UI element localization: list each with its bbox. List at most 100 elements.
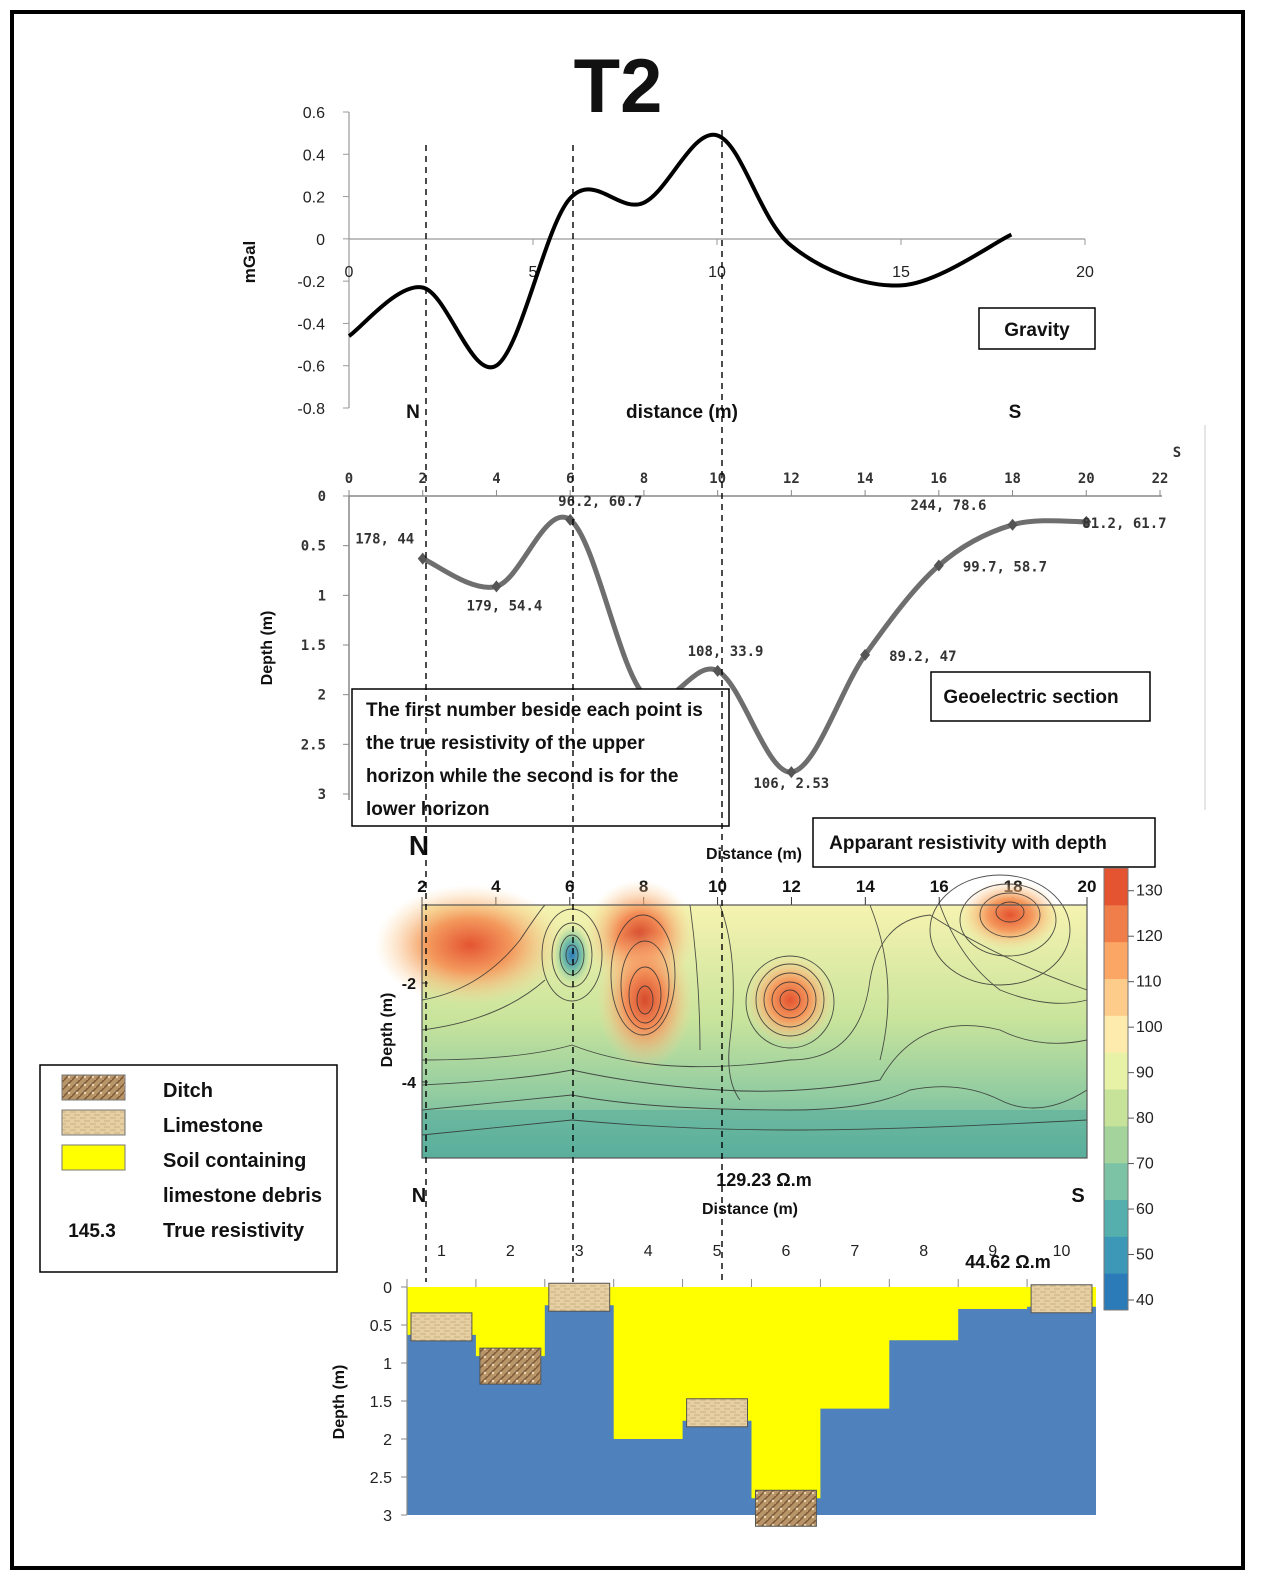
model-south-label: S bbox=[1071, 1185, 1084, 1207]
gravity-series-line bbox=[347, 133, 1013, 370]
model-x-tick-label: 7 bbox=[850, 1243, 859, 1260]
max-resistivity-annotation: 129.23 Ω.m bbox=[716, 1170, 812, 1190]
note-box bbox=[351, 688, 730, 827]
geo-point-label: 81.2, 61.7 bbox=[1082, 516, 1166, 532]
model-x-tick-label: 5 bbox=[713, 1243, 722, 1260]
apparent-x-label: Distance (m) bbox=[706, 846, 802, 863]
colorbar-segment bbox=[1104, 1162, 1128, 1200]
apparent-north-label: N bbox=[409, 830, 429, 861]
model-y-tick-label: 0.5 bbox=[370, 1318, 392, 1335]
model-y-label: Depth (m) bbox=[331, 1365, 348, 1440]
geo-point-marker bbox=[1081, 515, 1092, 528]
note-line-3: horizon while the second is for the bbox=[366, 766, 678, 787]
min-resistivity-annotation: 44.62 Ω.m bbox=[965, 1252, 1050, 1272]
gravity-y-tick-label: -0.4 bbox=[297, 316, 325, 333]
colorbar-outline bbox=[1103, 867, 1129, 1311]
colorbar-segment bbox=[1104, 1015, 1128, 1053]
geo-point-label: 179, 54.4 bbox=[466, 598, 542, 614]
gravity-x-tick-label: 20 bbox=[1076, 264, 1094, 281]
apparent-label: Apparant resistivity with depth bbox=[829, 833, 1107, 854]
colorbar-tick-label: 60 bbox=[1136, 1201, 1154, 1218]
colorbar-segment bbox=[1104, 904, 1128, 943]
chart-title: T2 bbox=[574, 44, 663, 129]
legend-swatch-limestone bbox=[61, 1109, 126, 1136]
apparent-x-tick-label: 12 bbox=[782, 877, 801, 896]
colorbar-segment bbox=[1104, 1052, 1128, 1090]
geo-x-tick-label: 16 bbox=[930, 471, 947, 487]
model-y-tick-label: 2.5 bbox=[370, 1470, 392, 1487]
limestone-block bbox=[1030, 1284, 1093, 1314]
colorbar-tick-label: 130 bbox=[1136, 883, 1163, 900]
gravity-y-tick-label: -0.6 bbox=[297, 359, 325, 376]
apparent-label-box bbox=[812, 817, 1156, 868]
geo-point-label: 244, 78.6 bbox=[911, 498, 987, 514]
ditch-block bbox=[755, 1489, 817, 1527]
apparent-x-tick-label: 20 bbox=[1078, 877, 1097, 896]
limestone-block bbox=[410, 1312, 473, 1342]
geo-point-label: 108, 33.9 bbox=[688, 644, 764, 660]
gravity-label: Gravity bbox=[1004, 320, 1070, 341]
figure-frame bbox=[10, 10, 1245, 1570]
geo-x-tick-label: 8 bbox=[640, 471, 648, 487]
geo-y-tick-label: 0.5 bbox=[301, 539, 326, 555]
model-y-tick-label: 1.5 bbox=[370, 1394, 392, 1411]
legend-swatch-soil bbox=[61, 1144, 126, 1171]
geo-x-tick-label: 18 bbox=[1004, 471, 1021, 487]
apparent-y-label: Depth (m) bbox=[379, 993, 396, 1068]
gravity-label-box bbox=[978, 307, 1096, 350]
model-x-label: Distance (m) bbox=[702, 1201, 798, 1218]
gravity-y-tick-label: -0.8 bbox=[297, 401, 325, 418]
model-y-tick-label: 2 bbox=[383, 1432, 392, 1449]
gravity-y-tick-label: 0.4 bbox=[303, 147, 325, 164]
bedrock-layer bbox=[407, 1305, 1096, 1515]
geo-label-box bbox=[930, 671, 1151, 722]
model-x-tick-label: 6 bbox=[781, 1243, 790, 1260]
geo-y-tick-label: 2 bbox=[318, 688, 326, 704]
apparent-x-tick-label: 14 bbox=[856, 877, 875, 896]
limestone-block bbox=[548, 1282, 611, 1312]
colorbar-tick-label: 110 bbox=[1136, 974, 1162, 991]
gravity-y-tick-label: -0.2 bbox=[297, 274, 325, 291]
geo-point-marker bbox=[933, 559, 944, 572]
colorbar-segment bbox=[1104, 868, 1128, 906]
apparent-x-tick-label: 6 bbox=[565, 877, 574, 896]
geo-x-tick-label: 4 bbox=[492, 471, 500, 487]
legend-item-label: limestone debris bbox=[163, 1185, 322, 1207]
gravity-y-label: mGal bbox=[240, 241, 259, 284]
ditch-block bbox=[479, 1347, 542, 1385]
colorbar-tick-label: 100 bbox=[1136, 1019, 1163, 1036]
geo-y-tick-label: 2.5 bbox=[301, 737, 326, 753]
legend-swatch-ditch bbox=[61, 1074, 126, 1101]
gravity-x-tick-label: 15 bbox=[892, 264, 910, 281]
geo-x-tick-label: 14 bbox=[857, 471, 874, 487]
geo-x-tick-label: 10 bbox=[709, 471, 726, 487]
gravity-north-label: N bbox=[406, 402, 420, 423]
note-line-1: The first number beside each point is bbox=[366, 700, 703, 721]
model-y-tick-label: 1 bbox=[383, 1356, 392, 1373]
colorbar-segment bbox=[1104, 1199, 1128, 1237]
model-x-tick-label: 10 bbox=[1053, 1243, 1071, 1260]
apparent-y-tick-label: -2 bbox=[402, 976, 416, 993]
geo-point-marker bbox=[786, 766, 797, 779]
colorbar-segment bbox=[1104, 941, 1128, 979]
model-x-tick-label: 9 bbox=[988, 1243, 997, 1260]
legend: Ditch Limestone Soil containing limestone d… bbox=[39, 1064, 338, 1273]
geo-y-label: Depth (m) bbox=[259, 611, 276, 686]
geo-x-tick-label: 2 bbox=[419, 471, 427, 487]
geo-point-marker bbox=[491, 580, 502, 593]
geo-point-marker bbox=[712, 664, 723, 677]
gravity-x-tick-label: 0 bbox=[345, 264, 354, 281]
colorbar-tick-label: 80 bbox=[1136, 1110, 1154, 1127]
gravity-south-label: S bbox=[1009, 402, 1022, 423]
gravity-x-tick-label: 5 bbox=[529, 264, 538, 281]
model-x-tick-label: 1 bbox=[437, 1243, 446, 1260]
geo-y-tick-label: 1 bbox=[318, 588, 326, 604]
guide-lines bbox=[425, 130, 723, 1282]
geo-point-label: 106, 2.53 bbox=[753, 776, 829, 792]
geo-point-marker bbox=[860, 648, 871, 661]
apparent-resistivity-chart: Apparant resistivity with depth N Distan… bbox=[375, 817, 1163, 1311]
geo-point-marker bbox=[417, 552, 428, 565]
model-y-tick-label: 3 bbox=[383, 1508, 392, 1525]
limestone-block bbox=[686, 1398, 748, 1428]
